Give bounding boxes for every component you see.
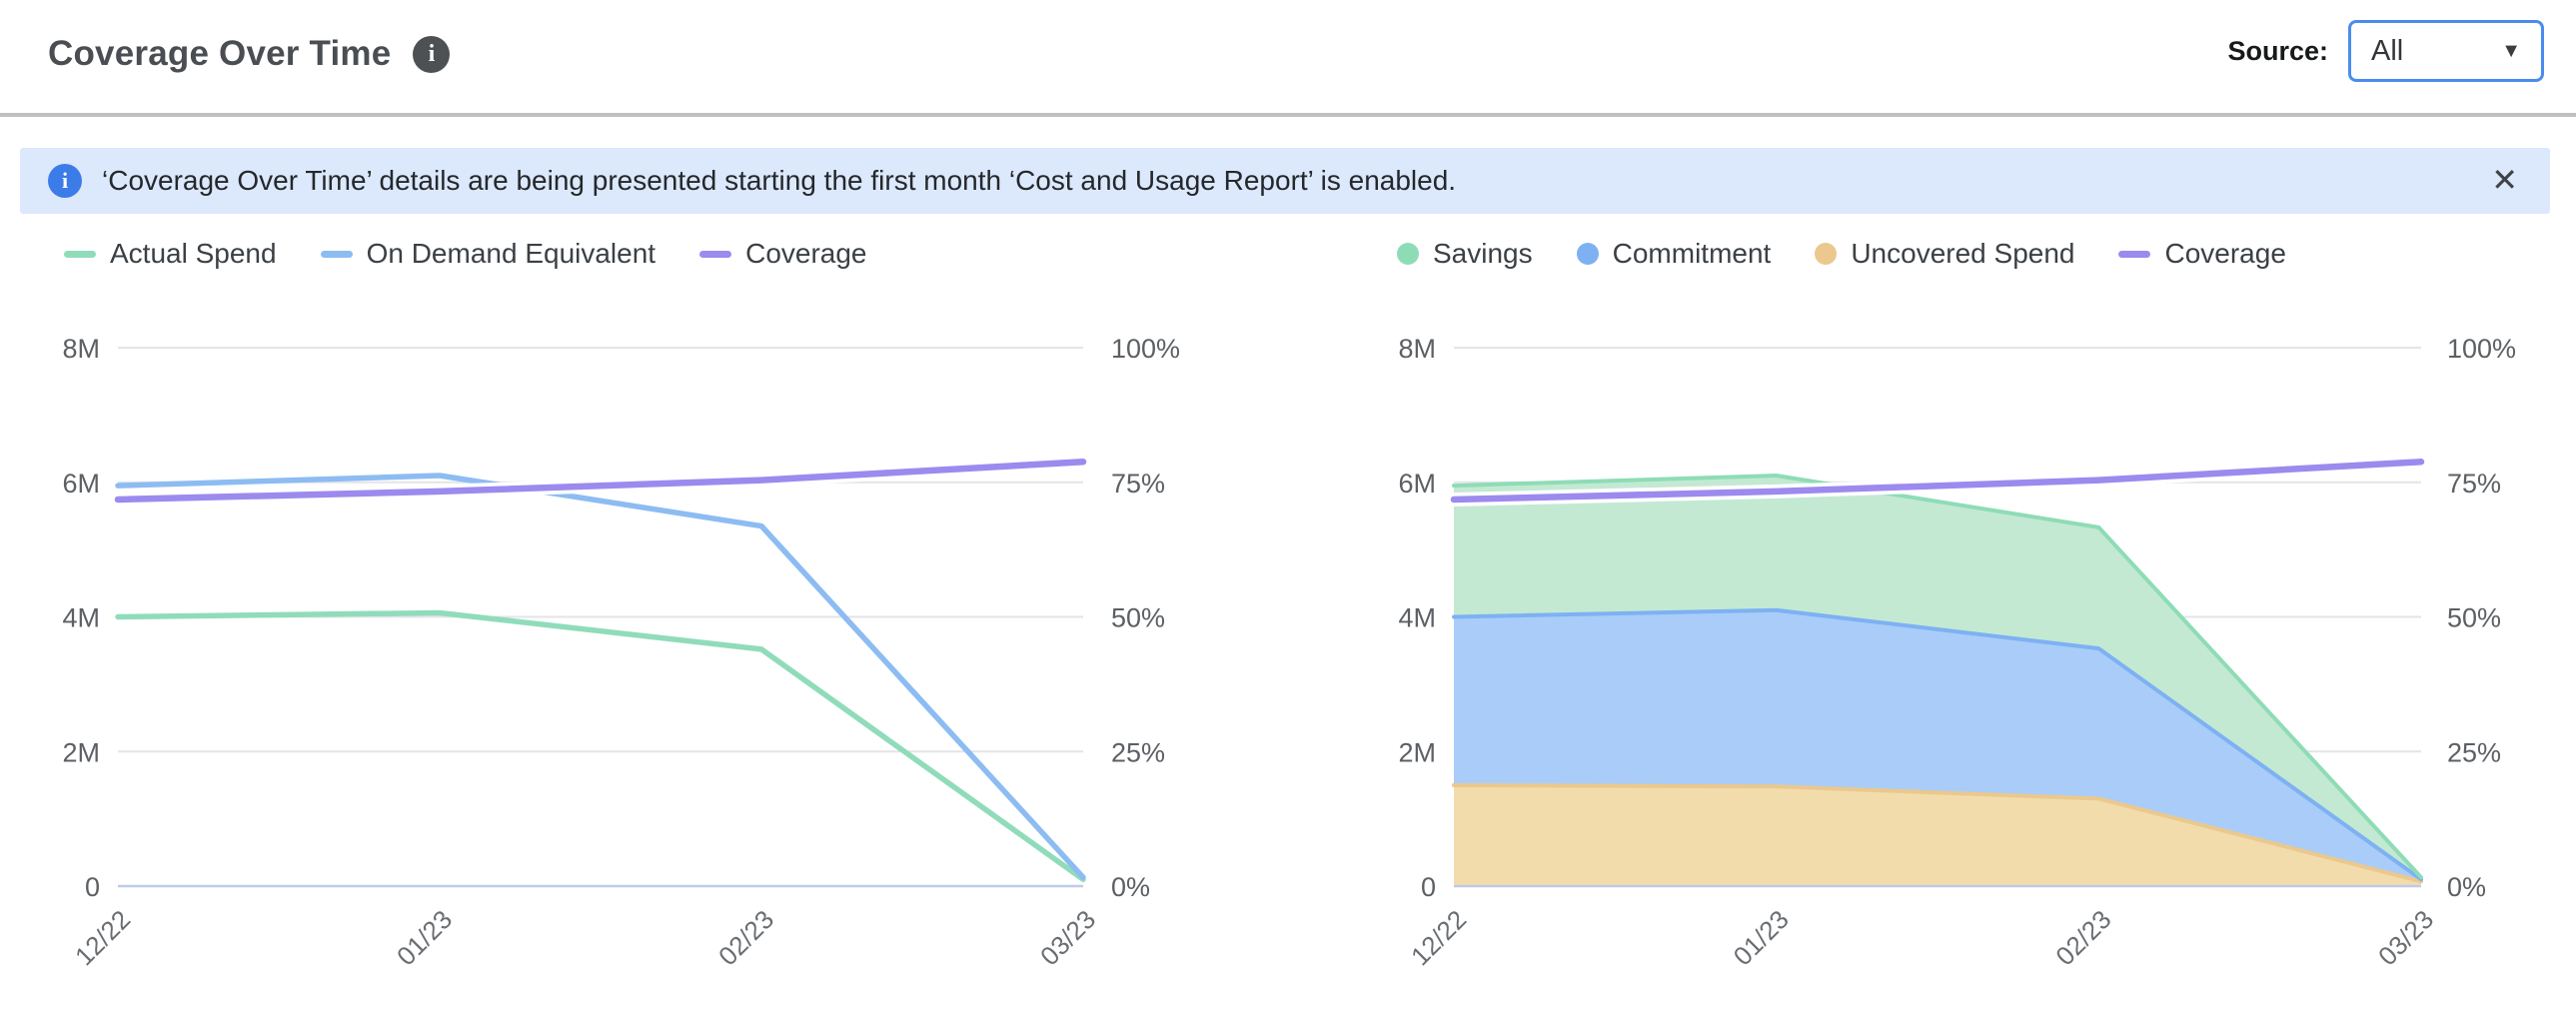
on-demand-equivalent-line [115,473,1086,880]
page-title: Coverage Over Time [48,34,392,73]
coverage-line [114,459,1087,504]
x-axis-tick: 02/23 [2049,904,2116,971]
banner-text: ‘Coverage Over Time’ details are being p… [102,165,1457,196]
header-divider [0,113,2576,117]
info-banner: i ‘Coverage Over Time’ details are being… [20,148,2550,214]
source-filter-group: Source: All ▼ [2227,20,2544,82]
y-axis-tick: 2M [62,737,100,767]
legend-label: Actual Spend [110,238,277,269]
legend-item-uncovered-spend[interactable]: Uncovered Spend [1815,238,2074,270]
pct-axis-tick: 0% [1111,872,1150,902]
chart-0: 0 2M 4M 6M 8M 0% 25% 50% 75% 100% 12/22 01/23 02/23 0… [62,334,1180,971]
actual-spend-swatch-icon [64,250,96,258]
legend-item-coverage[interactable]: Coverage [699,238,867,270]
legend-label: Commitment [1612,238,1772,269]
y-axis-tick: 4M [62,603,100,633]
savings-swatch-icon [1397,243,1419,265]
y-axis-tick: 0 [85,872,100,902]
x-axis-tick: 12/22 [1405,904,1472,971]
uncovered-spend-swatch-icon [1815,243,1838,265]
coverage-charts[interactable]: 0 2M 4M 6M 8M 0% 25% 50% 75% 100% 12/22 01/23 02/23 0… [0,220,2576,1015]
y-axis-tick: 0 [1421,872,1436,902]
title-row: Coverage Over Time i [48,34,451,74]
y-axis-tick: 8M [1398,334,1436,364]
x-axis-tick: 01/23 [1728,904,1795,971]
x-axis-tick: 03/23 [2372,904,2439,971]
legend-item-coverage[interactable]: Coverage [2118,238,2286,270]
pct-axis-tick: 75% [2447,469,2501,499]
chart-1: 0 2M 4M 6M 8M 0% 25% 50% 75% 100% 12/22 01/23 02/23 0… [1398,334,2516,971]
legend-label: Savings [1433,238,1533,269]
commitment-swatch-icon [1576,243,1599,265]
uncovered-spend-area [1454,784,2421,886]
legend-label: Coverage [745,238,867,269]
pct-axis-tick: 100% [1111,334,1180,364]
legend-item-actual-spend[interactable]: Actual Spend [64,238,277,270]
banner-info-icon: i [48,164,82,198]
y-axis-tick: 4M [1398,603,1436,633]
legend-item-commitment[interactable]: Commitment [1576,238,1772,270]
legend-label: Coverage [2164,238,2286,269]
legend-item-on-demand-equivalent[interactable]: On Demand Equivalent [320,238,656,270]
on-demand-equivalent-swatch-icon [320,250,353,258]
coverage-line [1450,459,2425,504]
pct-axis-tick: 25% [2447,737,2501,767]
y-axis-tick: 2M [1398,737,1436,767]
pct-axis-tick: 50% [2447,603,2501,633]
actual-spend-line [115,609,1086,883]
legend-label: Uncovered Spend [1851,238,2075,269]
chevron-down-icon: ▼ [2501,40,2521,62]
coverage-swatch-icon [2118,250,2151,258]
source-label: Source: [2227,35,2328,66]
pct-axis-tick: 50% [1111,603,1165,633]
x-axis-tick: 02/23 [712,904,779,971]
source-dropdown[interactable]: All ▼ [2348,20,2544,82]
x-axis-tick: 12/22 [69,904,136,971]
right-chart-legend: Savings Commitment Uncovered Spend Coverage [1397,238,2286,270]
pct-axis-tick: 75% [1111,469,1165,499]
coverage-swatch-icon [699,250,732,258]
legend-item-savings[interactable]: Savings [1397,238,1533,270]
left-chart-legend: Actual Spend On Demand Equivalent Coverage [64,238,867,270]
x-axis-tick: 03/23 [1034,904,1101,971]
pct-axis-tick: 0% [2447,872,2486,902]
source-dropdown-value: All [2371,34,2404,67]
pct-axis-tick: 100% [2447,334,2516,364]
pct-axis-tick: 25% [1111,737,1165,767]
x-axis-tick: 01/23 [391,904,458,971]
info-icon[interactable]: i [413,35,451,73]
panel-header: Coverage Over Time i Source: All ▼ [0,0,2576,114]
legend-label: On Demand Equivalent [366,238,656,269]
y-axis-tick: 6M [62,469,100,499]
y-axis-tick: 8M [62,334,100,364]
close-icon[interactable]: ✕ [2491,162,2518,198]
y-axis-tick: 6M [1398,469,1436,499]
